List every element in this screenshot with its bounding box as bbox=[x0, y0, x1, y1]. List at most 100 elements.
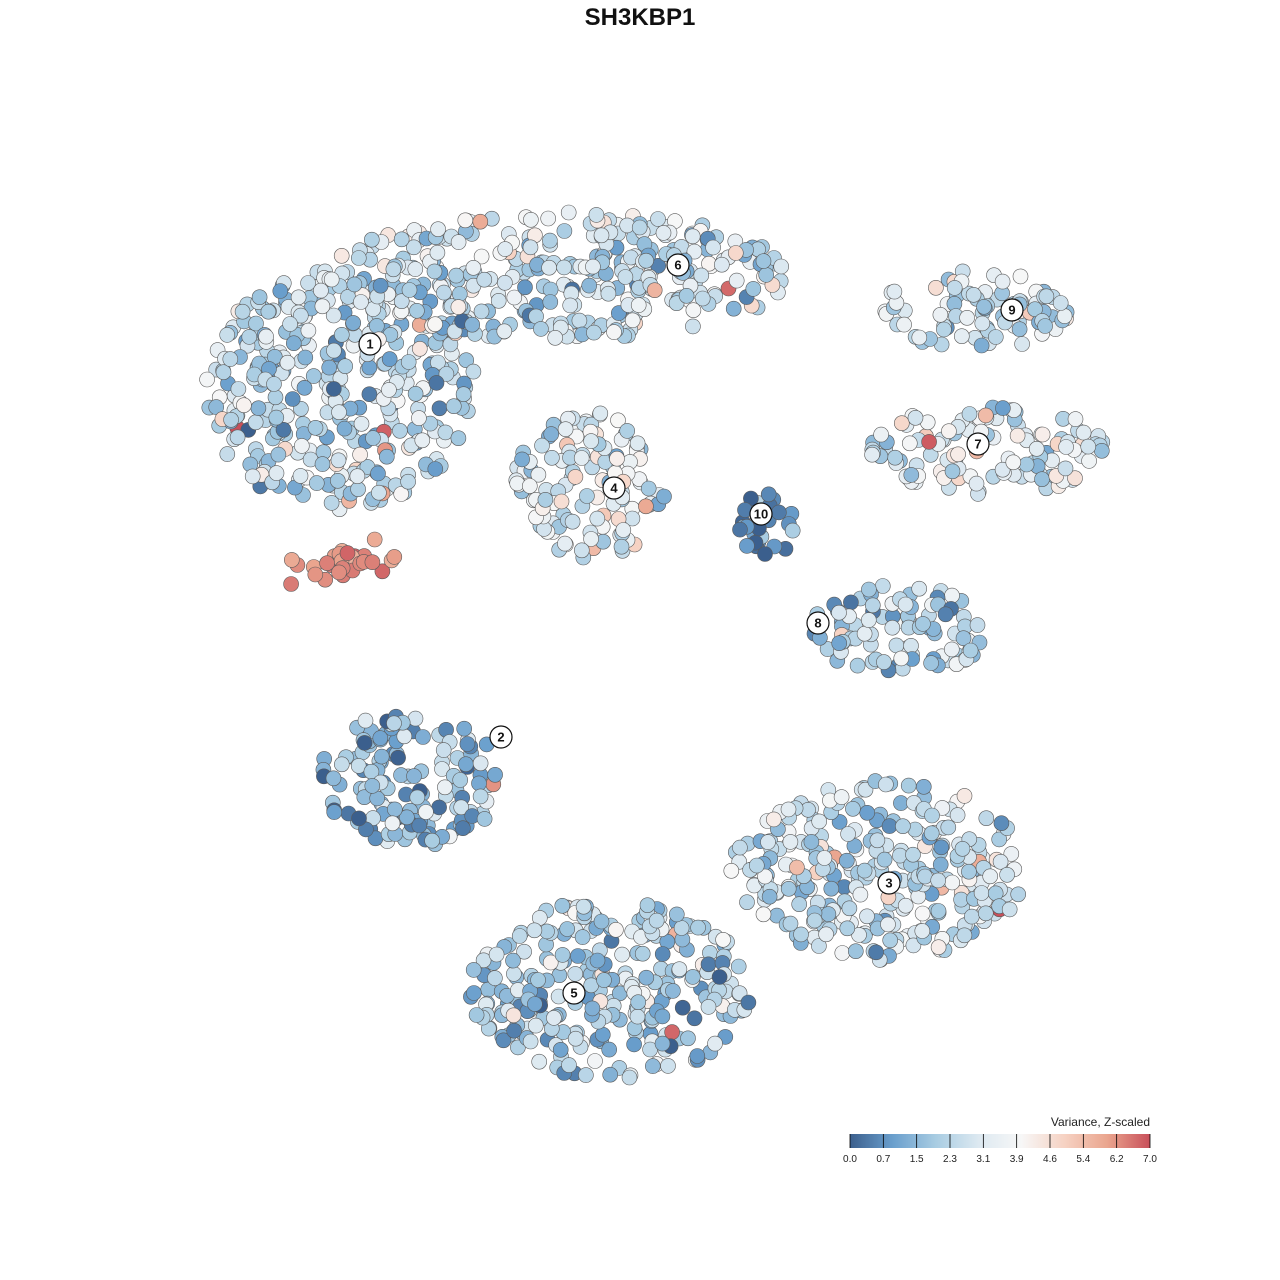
cell-point bbox=[407, 385, 424, 402]
cell-point bbox=[629, 1008, 646, 1025]
cell-point bbox=[1052, 295, 1069, 311]
cell-point bbox=[453, 799, 470, 816]
cell-point bbox=[540, 210, 557, 227]
cell-point bbox=[533, 321, 549, 337]
cell-point bbox=[448, 267, 465, 284]
cell-point bbox=[876, 654, 892, 670]
cell-point bbox=[1034, 426, 1051, 443]
cell-point bbox=[674, 999, 691, 1016]
cell-point bbox=[740, 994, 757, 1011]
cell-point bbox=[727, 245, 744, 261]
cell-point bbox=[882, 932, 899, 949]
cell-point bbox=[840, 826, 856, 842]
cell-point bbox=[760, 486, 777, 503]
cell-point bbox=[761, 888, 778, 905]
cluster-label-text: 3 bbox=[885, 876, 892, 891]
cell-point bbox=[557, 535, 573, 552]
cell-point bbox=[361, 386, 378, 403]
cell-point bbox=[803, 834, 820, 850]
cell-point bbox=[654, 946, 671, 962]
cell-point bbox=[475, 952, 492, 969]
cell-point bbox=[949, 807, 966, 823]
cell-point bbox=[531, 1053, 548, 1070]
chart-title: SH3KBP1 bbox=[584, 4, 696, 31]
cell-point bbox=[488, 946, 505, 963]
cell-point bbox=[465, 962, 482, 978]
cell-point bbox=[330, 452, 347, 469]
cell-point bbox=[505, 1007, 522, 1024]
cell-point bbox=[542, 232, 558, 249]
cluster-label-badge bbox=[877, 871, 901, 895]
cell-point bbox=[852, 886, 869, 903]
cluster-label-badge bbox=[749, 502, 773, 526]
cell-point bbox=[323, 495, 340, 511]
cell-point bbox=[1005, 454, 1022, 471]
cell-point bbox=[546, 1010, 562, 1026]
cell-point bbox=[923, 825, 940, 842]
cluster-label-2: 2 bbox=[489, 725, 513, 749]
legend-tick-label: 3.1 bbox=[976, 1154, 990, 1165]
cell-point bbox=[292, 307, 309, 324]
cell-point bbox=[1012, 268, 1029, 285]
cell-point bbox=[472, 788, 489, 805]
cell-point bbox=[458, 756, 474, 773]
cell-point bbox=[700, 956, 717, 973]
cell-point bbox=[849, 657, 866, 674]
cell-point bbox=[831, 635, 848, 652]
cell-point bbox=[407, 261, 424, 277]
cell-point bbox=[1034, 471, 1050, 488]
cell-point bbox=[959, 309, 975, 326]
cell-point bbox=[1038, 288, 1055, 305]
cell-point bbox=[364, 554, 381, 571]
cell-point bbox=[229, 429, 246, 446]
cell-point bbox=[392, 422, 408, 439]
cell-point bbox=[589, 510, 606, 527]
cell-point bbox=[617, 269, 634, 285]
cell-point bbox=[308, 475, 325, 491]
cell-point bbox=[806, 912, 823, 929]
cell-point bbox=[522, 239, 539, 256]
cell-point bbox=[654, 1008, 671, 1025]
cell-point bbox=[1009, 427, 1026, 444]
cell-point bbox=[331, 564, 347, 581]
cell-point bbox=[924, 807, 940, 824]
cell-point bbox=[602, 1066, 619, 1083]
cell-point bbox=[247, 414, 264, 431]
cell-point bbox=[609, 450, 625, 467]
cell-point bbox=[406, 768, 422, 784]
cell-point bbox=[793, 926, 809, 943]
cell-point bbox=[978, 810, 995, 827]
cell-point bbox=[864, 446, 880, 463]
cell-point bbox=[608, 921, 624, 938]
cell-point bbox=[556, 223, 573, 239]
cell-point bbox=[937, 606, 954, 623]
legend-tick-label: 3.9 bbox=[1010, 1154, 1024, 1165]
cell-point bbox=[991, 831, 1008, 848]
cell-point bbox=[370, 465, 386, 482]
cell-point bbox=[333, 756, 350, 773]
cell-point bbox=[471, 775, 487, 792]
cluster-label-text: 9 bbox=[1008, 303, 1015, 318]
cell-point bbox=[450, 299, 467, 315]
cell-point bbox=[1037, 318, 1053, 334]
cell-point bbox=[1003, 846, 1020, 862]
cell-point bbox=[307, 419, 324, 436]
cell-point bbox=[279, 354, 296, 371]
cell-point bbox=[530, 466, 547, 483]
cell-point bbox=[893, 415, 910, 432]
cell-point bbox=[993, 815, 1010, 832]
cell-point bbox=[859, 804, 876, 821]
cell-point bbox=[915, 616, 931, 632]
cell-point bbox=[1094, 442, 1110, 459]
cell-point bbox=[956, 788, 973, 804]
cluster-label-10: 10 bbox=[749, 502, 773, 526]
cell-point bbox=[932, 856, 949, 873]
cell-point bbox=[378, 448, 395, 465]
cell-point bbox=[573, 450, 590, 466]
cell-point bbox=[994, 273, 1011, 290]
cell-point bbox=[725, 300, 742, 317]
cell-point bbox=[780, 801, 797, 818]
cell-point bbox=[325, 770, 342, 787]
cell-point bbox=[567, 469, 584, 485]
cell-point bbox=[547, 329, 564, 346]
